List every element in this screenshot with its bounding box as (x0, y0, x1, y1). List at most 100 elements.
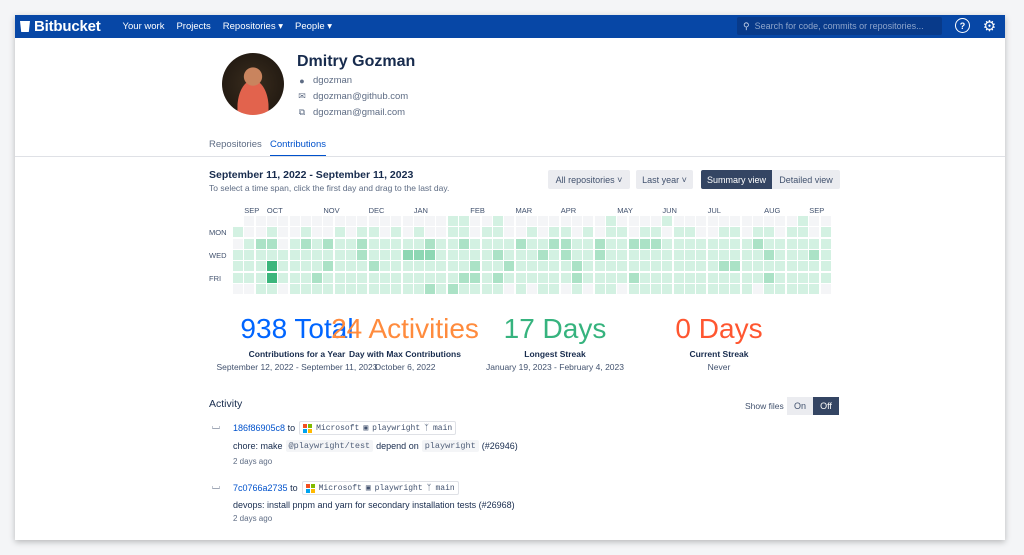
heatmap-cell[interactable] (617, 272, 628, 283)
heatmap-cell[interactable] (425, 249, 436, 260)
heatmap-cell[interactable] (639, 227, 650, 238)
heatmap-cell[interactable] (289, 272, 300, 283)
heatmap-cell[interactable] (515, 249, 526, 260)
heatmap-cell[interactable] (718, 216, 729, 226)
repositories-filter-dropdown[interactable]: All repositories ˅ (548, 170, 630, 189)
heatmap-cell[interactable] (809, 261, 820, 272)
heatmap-cell[interactable] (707, 249, 718, 260)
heatmap-cell[interactable] (707, 238, 718, 249)
heatmap-cell[interactable] (492, 216, 503, 226)
heatmap-cell[interactable] (368, 238, 379, 249)
heatmap-cell[interactable] (718, 283, 729, 294)
heatmap-cell[interactable] (707, 283, 718, 294)
heatmap-cell[interactable] (651, 216, 662, 226)
heatmap-cell[interactable] (605, 283, 616, 294)
heatmap-cell[interactable] (368, 283, 379, 294)
heatmap-cell[interactable] (233, 283, 243, 294)
repo-path-badge[interactable]: Microsoft ▣ playwright ᛉ main (301, 481, 459, 495)
heatmap-cell[interactable] (560, 227, 571, 238)
heatmap-cell[interactable] (662, 261, 673, 272)
heatmap-cell[interactable] (357, 227, 368, 238)
heatmap-cell[interactable] (459, 216, 469, 226)
heatmap-cell[interactable] (741, 216, 752, 226)
heatmap-cell[interactable] (673, 227, 684, 238)
heatmap-cell[interactable] (718, 261, 729, 272)
heatmap-cell[interactable] (741, 227, 752, 238)
heatmap-cell[interactable] (323, 249, 334, 260)
heatmap-cell[interactable] (662, 272, 673, 283)
heatmap-cell[interactable] (481, 272, 492, 283)
heatmap-cell[interactable] (741, 272, 752, 283)
heatmap-cell[interactable] (752, 216, 763, 226)
heatmap-cell[interactable] (685, 249, 695, 260)
heatmap-cell[interactable] (515, 227, 526, 238)
heatmap-cell[interactable] (312, 227, 323, 238)
heatmap-cell[interactable] (651, 283, 662, 294)
heatmap-cell[interactable] (605, 272, 616, 283)
heatmap-cell[interactable] (605, 227, 616, 238)
heatmap-cell[interactable] (764, 216, 775, 226)
heatmap-cell[interactable] (605, 249, 616, 260)
heatmap-cell[interactable] (244, 261, 255, 272)
heatmap-cell[interactable] (447, 272, 458, 283)
heatmap-cell[interactable] (266, 238, 277, 249)
heatmap-cell[interactable] (572, 249, 582, 260)
heatmap-cell[interactable] (233, 227, 243, 238)
heatmap-cell[interactable] (436, 227, 447, 238)
heatmap-cell[interactable] (470, 261, 481, 272)
summary-view-button[interactable]: Summary view (701, 170, 772, 189)
heatmap-cell[interactable] (752, 227, 763, 238)
heatmap-cell[interactable] (266, 249, 277, 260)
heatmap-cell[interactable] (538, 249, 549, 260)
heatmap-cell[interactable] (696, 261, 707, 272)
heatmap-cell[interactable] (470, 272, 481, 283)
heatmap-cell[interactable] (346, 283, 356, 294)
heatmap-cell[interactable] (572, 227, 582, 238)
tab-repositories[interactable]: Repositories (209, 139, 262, 150)
heatmap-cell[interactable] (628, 238, 639, 249)
heatmap-cell[interactable] (594, 272, 605, 283)
heatmap-cell[interactable] (549, 272, 560, 283)
heatmap-cell[interactable] (594, 249, 605, 260)
heatmap-cell[interactable] (470, 249, 481, 260)
heatmap-cell[interactable] (379, 238, 390, 249)
heatmap-cell[interactable] (730, 261, 741, 272)
heatmap-cell[interactable] (685, 283, 695, 294)
heatmap-cell[interactable] (662, 227, 673, 238)
heatmap-cell[interactable] (379, 272, 390, 283)
heatmap-cell[interactable] (323, 283, 334, 294)
heatmap-cell[interactable] (820, 272, 831, 283)
heatmap-cell[interactable] (255, 216, 266, 226)
heatmap-cell[interactable] (244, 227, 255, 238)
heatmap-cell[interactable] (809, 283, 820, 294)
heatmap-cell[interactable] (368, 227, 379, 238)
heatmap-cell[interactable] (266, 216, 277, 226)
heatmap-cell[interactable] (278, 261, 289, 272)
heatmap-cell[interactable] (255, 238, 266, 249)
heatmap-cell[interactable] (707, 216, 718, 226)
heatmap-cell[interactable] (718, 227, 729, 238)
heatmap-cell[interactable] (266, 283, 277, 294)
heatmap-cell[interactable] (357, 272, 368, 283)
heatmap-cell[interactable] (436, 283, 447, 294)
heatmap-cell[interactable] (549, 238, 560, 249)
heatmap-cell[interactable] (605, 261, 616, 272)
heatmap-cell[interactable] (334, 283, 345, 294)
heatmap-cell[interactable] (696, 283, 707, 294)
heatmap-cell[interactable] (334, 272, 345, 283)
heatmap-cell[interactable] (798, 227, 808, 238)
heatmap-cell[interactable] (289, 249, 300, 260)
heatmap-cell[interactable] (255, 272, 266, 283)
heatmap-cell[interactable] (775, 227, 786, 238)
heatmap-cell[interactable] (662, 249, 673, 260)
heatmap-cell[interactable] (617, 227, 628, 238)
heatmap-cell[interactable] (459, 283, 469, 294)
heatmap-cell[interactable] (775, 261, 786, 272)
heatmap-cell[interactable] (538, 227, 549, 238)
heatmap-cell[interactable] (526, 272, 537, 283)
heatmap-cell[interactable] (538, 261, 549, 272)
heatmap-cell[interactable] (266, 227, 277, 238)
heatmap-cell[interactable] (594, 261, 605, 272)
heatmap-cell[interactable] (244, 283, 255, 294)
heatmap-cell[interactable] (346, 261, 356, 272)
